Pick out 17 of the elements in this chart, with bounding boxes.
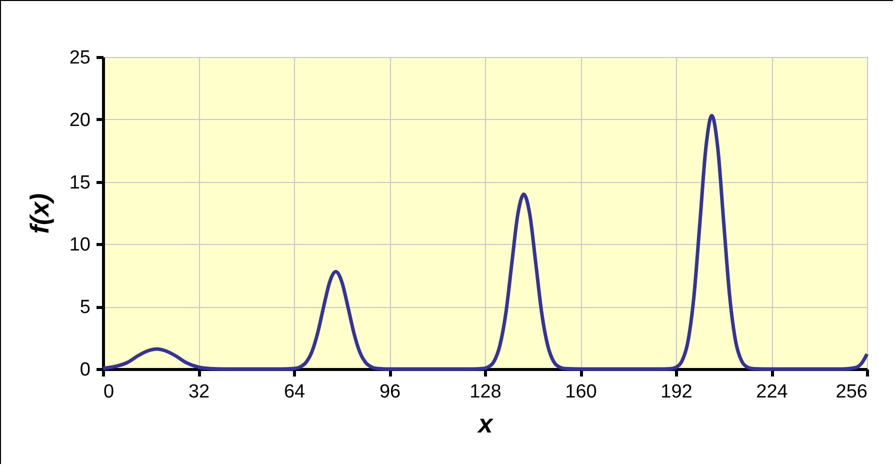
- x-axis-title: x: [476, 408, 494, 438]
- x-tick-label: 0: [104, 382, 114, 402]
- x-tick-label: 160: [565, 382, 597, 402]
- x-tick-label: 224: [756, 382, 788, 402]
- x-tick-label: 64: [284, 382, 306, 402]
- x-tick-label: 192: [660, 382, 692, 402]
- x-tick-label: 128: [470, 382, 502, 402]
- y-tick-label: 15: [69, 172, 90, 194]
- y-axis-title: f(x): [24, 193, 54, 234]
- x-tick-label: 256: [836, 382, 868, 402]
- x-tick-label: 32: [188, 382, 210, 402]
- y-tick-label: 25: [69, 48, 90, 68]
- y-tick-label: 5: [80, 297, 90, 318]
- y-tick-label: 0: [80, 360, 90, 380]
- y-tick-label: 10: [69, 234, 90, 256]
- y-tick-label: 20: [69, 110, 90, 131]
- x-tick-label: 96: [379, 382, 401, 402]
